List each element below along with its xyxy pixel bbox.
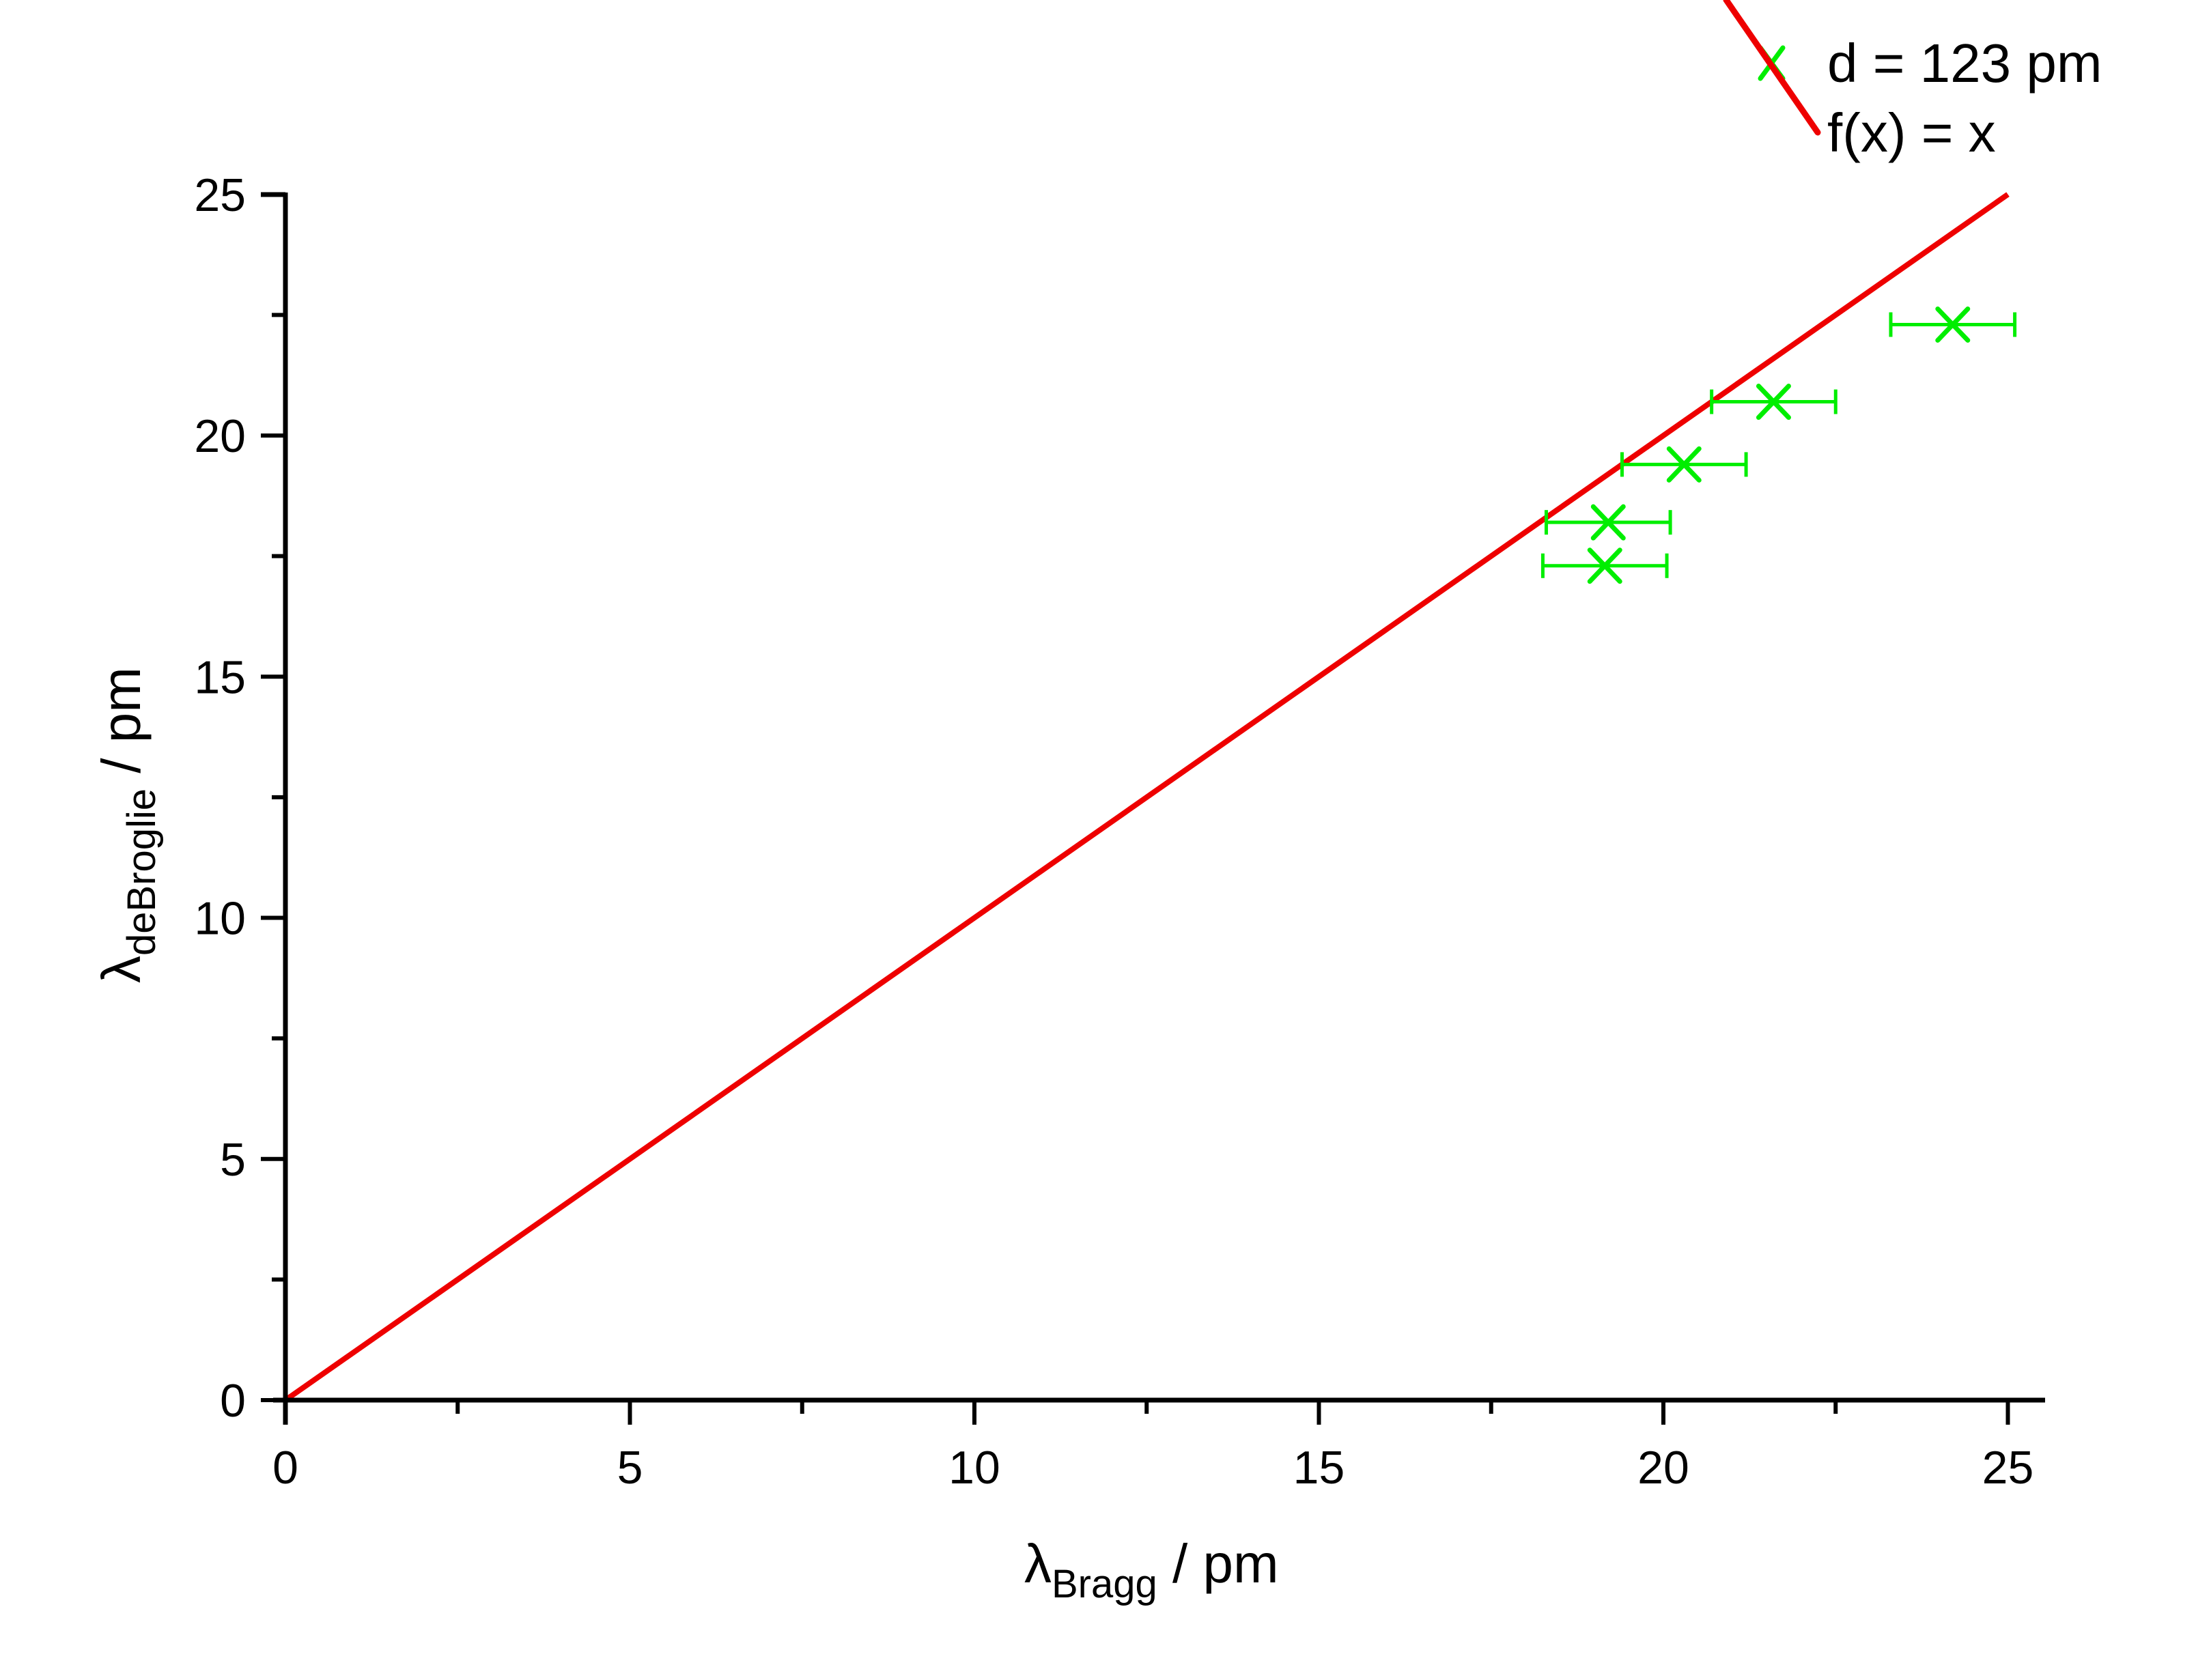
x-marker-icon	[1590, 504, 1626, 541]
y-tick-label: 0	[220, 1375, 246, 1427]
data-point	[1544, 504, 1672, 541]
y-tick-label: 15	[194, 651, 246, 703]
y-tick-label: 5	[220, 1134, 246, 1186]
data-point	[1710, 384, 1838, 421]
x-marker-icon	[1935, 307, 1971, 343]
x-marker-icon	[1756, 384, 1791, 421]
data-point	[1540, 547, 1669, 584]
legend-item-scatter: d = 123 pm	[1758, 33, 2102, 94]
line-swatch-icon	[1723, 0, 1821, 136]
x-tick-label: 20	[1637, 1442, 1689, 1494]
fit-line	[283, 192, 2010, 1403]
x-axis-title: λBragg / pm	[1024, 1533, 1279, 1606]
x-tick-label: 10	[948, 1442, 1000, 1494]
x-tick-label: 25	[1982, 1442, 2034, 1494]
y-axis-title: λdeBroglie / pm	[91, 667, 164, 983]
legend: d = 123 pm f(x) = x	[1723, 0, 2102, 163]
y-axis: 0 5 10 15 20 25	[194, 169, 288, 1427]
data-point	[1620, 446, 1748, 483]
legend-label-line: f(x) = x	[1827, 102, 1996, 163]
x-tick-label: 0	[272, 1442, 298, 1494]
x-tick-label: 15	[1293, 1442, 1345, 1494]
legend-label-scatter: d = 123 pm	[1827, 33, 2102, 94]
x-marker-icon	[1587, 547, 1622, 584]
x-marker-icon	[1666, 446, 1702, 483]
y-tick-label: 10	[194, 893, 246, 945]
x-axis: 0 5 10 15 20 25	[272, 1397, 2045, 1494]
y-tick-label: 20	[194, 410, 246, 462]
x-tick-label: 5	[617, 1442, 643, 1494]
y-tick-label: 25	[194, 169, 246, 221]
plot-area	[283, 192, 2017, 1403]
data-point	[1889, 307, 2017, 343]
legend-item-line: f(x) = x	[1723, 0, 1996, 163]
